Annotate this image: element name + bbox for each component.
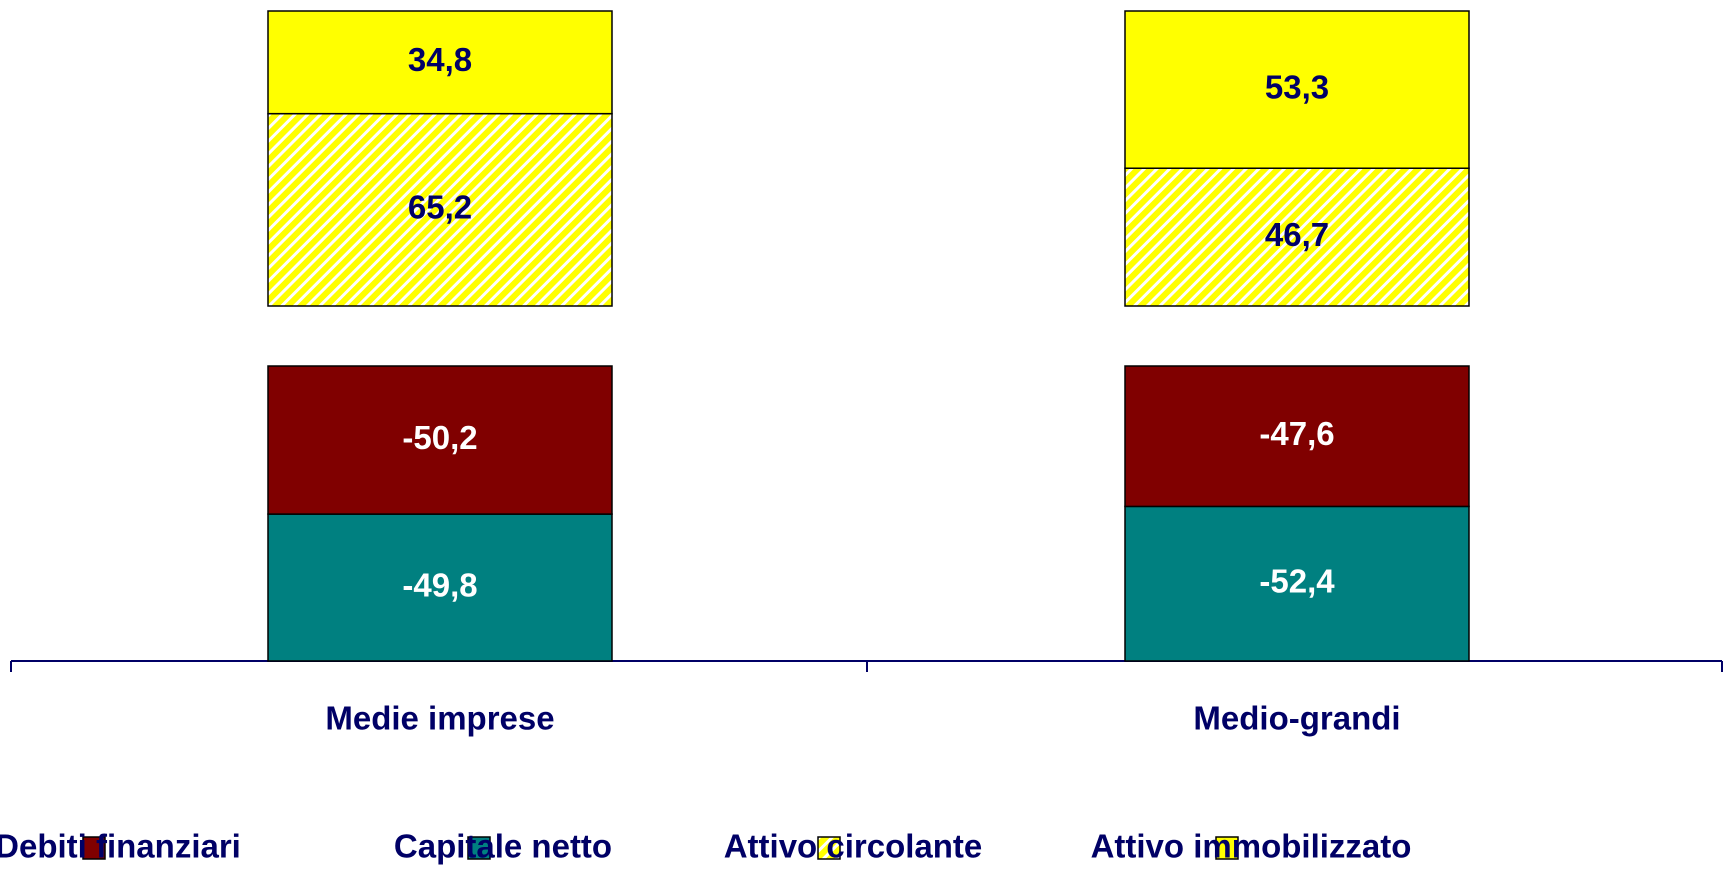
value-label: -50,2 [402,419,477,456]
bar-segment [1124,10,1470,169]
value-label: 34,8 [408,41,472,78]
bar-segment [1124,365,1470,508]
bar-segment [267,10,613,115]
value-label: 46,7 [1265,216,1329,253]
bar-segment [267,365,613,515]
value-label: -47,6 [1259,415,1334,452]
value-label: 53,3 [1265,68,1329,105]
value-label: -49,8 [402,566,477,603]
legend-label: Attivo circolante [724,828,983,865]
value-label: 65,2 [408,189,472,226]
x-tick-label: Medie imprese [325,700,554,737]
legend-swatch [467,836,491,860]
bar-segment [267,513,613,662]
legend-swatch [1215,836,1239,860]
bar-segment [1124,167,1470,307]
legend-swatch [82,836,106,860]
bar-segment [1124,505,1470,662]
legend-label: Attivo immobilizzato [1091,828,1412,865]
value-label: -52,4 [1259,562,1335,599]
x-tick-label: Medio-grandi [1193,700,1400,737]
bar-segment [267,112,613,307]
legend-label: Capitale netto [394,828,612,865]
legend-swatch [817,836,841,860]
legend-label: Debiti finanziari [0,828,241,865]
